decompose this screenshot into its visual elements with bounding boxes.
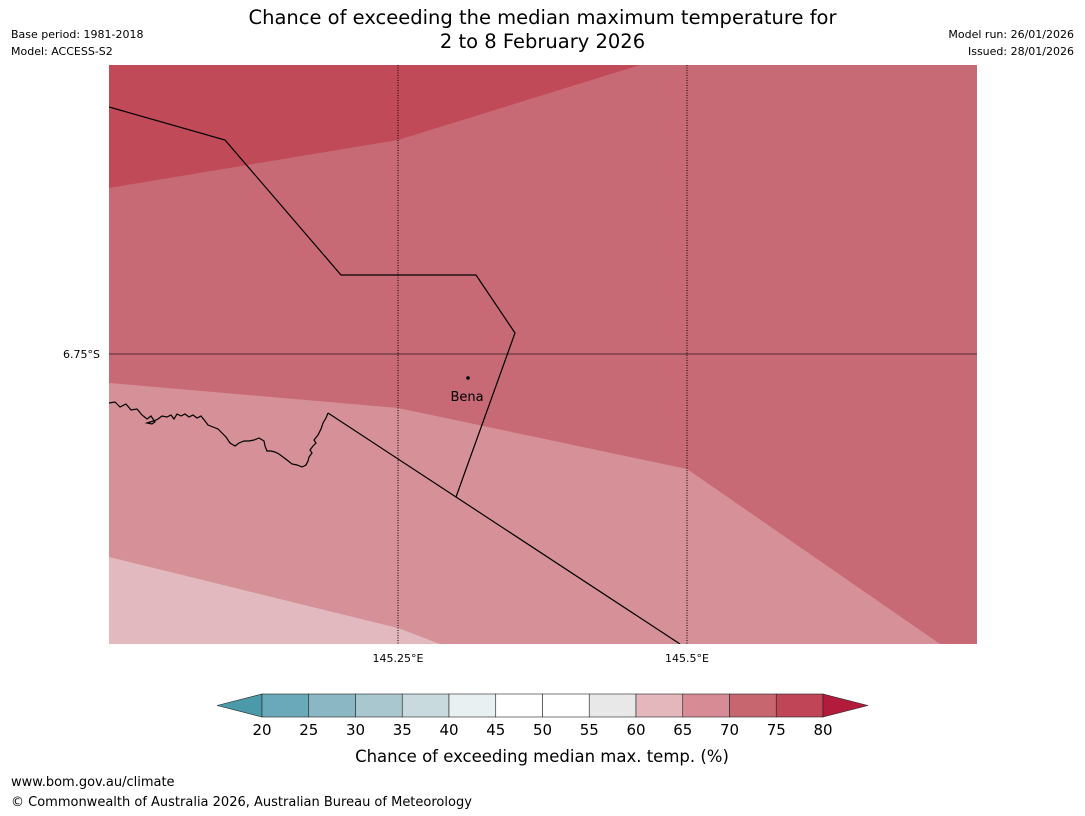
metadata-left: Base period: 1981-2018 Model: ACCESS-S2 bbox=[11, 26, 143, 60]
colorbar-legend: 20 25 30 35 40 45 50 55 60 65 70 75 80 bbox=[216, 693, 869, 739]
colorbar-tick-label: 80 bbox=[813, 721, 832, 739]
colorbar-tick-label: 60 bbox=[626, 721, 645, 739]
latitude-label: 6.75°S bbox=[63, 348, 100, 361]
probability-band-75-80 bbox=[109, 65, 640, 188]
colorbar-title: Chance of exceeding median max. temp. (%… bbox=[355, 747, 729, 766]
place-label-bena: Bena bbox=[450, 390, 483, 405]
footer-url: www.bom.gov.au/climate bbox=[11, 775, 175, 790]
title-line-1: Chance of exceeding the median maximum t… bbox=[248, 6, 837, 29]
model-run-label: Model run: 26/01/2026 bbox=[948, 28, 1074, 41]
colorbar-tick-label: 50 bbox=[533, 721, 552, 739]
colorbar-tick-label: 25 bbox=[299, 721, 318, 739]
colorbar-tick-label: 75 bbox=[767, 721, 786, 739]
title-line-2: 2 to 8 February 2026 bbox=[439, 30, 646, 53]
colorbar-tick-label: 65 bbox=[673, 721, 692, 739]
colorbar-tick-label: 70 bbox=[720, 721, 739, 739]
base-period-label: Base period: 1981-2018 bbox=[11, 28, 144, 41]
colorbar-swatch bbox=[635, 693, 684, 718]
metadata-right: Model run: 26/01/2026 Issued: 28/01/2026 bbox=[948, 26, 1074, 60]
colorbar-swatch bbox=[308, 693, 356, 718]
colorbar-tick-label: 20 bbox=[252, 721, 271, 739]
colorbar-tick-label: 40 bbox=[439, 721, 458, 739]
colorbar-swatch bbox=[448, 693, 497, 718]
colorbar-swatch bbox=[401, 693, 450, 718]
colorbar-extend-high bbox=[822, 693, 869, 718]
river-boundary bbox=[109, 401, 329, 468]
map-plot-area bbox=[109, 65, 977, 644]
issued-label: Issued: 28/01/2026 bbox=[967, 45, 1074, 58]
footer-copyright: © Commonwealth of Australia 2026, Austra… bbox=[11, 795, 472, 810]
colorbar-swatch bbox=[682, 693, 730, 718]
colorbar-swatch bbox=[261, 693, 310, 718]
colorbar-swatch bbox=[729, 693, 777, 718]
map-title: Chance of exceeding the median maximum t… bbox=[0, 6, 1085, 54]
colorbar-swatch bbox=[542, 693, 590, 718]
place-marker-bena bbox=[466, 376, 470, 380]
colorbar-swatch bbox=[355, 693, 403, 718]
longitude-label-145-5: 145.5°E bbox=[665, 652, 709, 665]
province-border-north bbox=[109, 106, 516, 498]
probability-band-65-70 bbox=[109, 383, 940, 644]
colorbar-swatch bbox=[775, 693, 824, 718]
province-border-south bbox=[327, 412, 681, 644]
colorbar-extend-low bbox=[216, 693, 263, 718]
longitude-label-145-25: 145.25°E bbox=[373, 652, 424, 665]
colorbar-swatch bbox=[495, 693, 543, 718]
colorbar-tick-label: 30 bbox=[346, 721, 365, 739]
colorbar-swatch bbox=[588, 693, 637, 718]
colorbar-tick-label: 45 bbox=[486, 721, 505, 739]
model-label: Model: ACCESS-S2 bbox=[11, 45, 113, 58]
probability-band-60-65 bbox=[109, 557, 440, 644]
colorbar-tick-label: 55 bbox=[580, 721, 599, 739]
colorbar-tick-label: 35 bbox=[393, 721, 412, 739]
